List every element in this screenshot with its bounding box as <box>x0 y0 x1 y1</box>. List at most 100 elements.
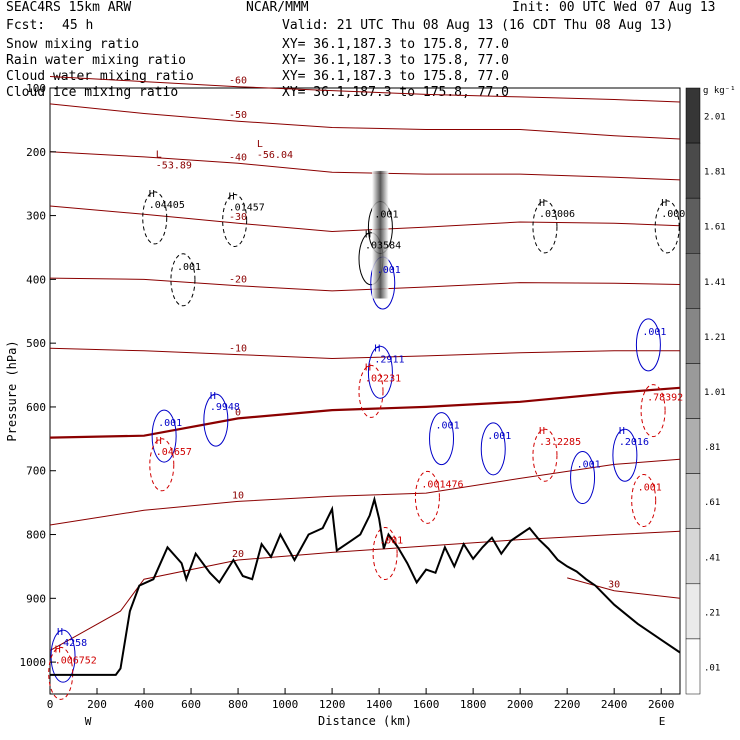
field-legend: Snow mixing ratio XY= 36.1,187.3 to 175.… <box>6 37 509 100</box>
colorbar-label: 1.21 <box>704 333 726 343</box>
x-tick-label: 1400 <box>366 698 393 711</box>
terrain <box>50 495 681 676</box>
forecast-hours: 45 h <box>62 18 94 33</box>
temperature-contour-line <box>49 530 681 652</box>
colorbar-swatch <box>685 308 701 364</box>
temperature-contour-label: -60 <box>229 76 247 87</box>
colorbar-label: 1.61 <box>704 223 726 233</box>
colorbar-swatch <box>685 418 701 474</box>
field-name-rain: Rain water mixing ratio <box>6 53 186 68</box>
temperature-contour-line <box>49 458 681 526</box>
x-tick-label: 2600 <box>648 698 675 711</box>
extremum-marker: H <box>365 362 371 373</box>
y-tick-label: 900 <box>26 592 46 605</box>
extremum-value: .03006 <box>539 209 575 220</box>
extremum-value: .3.2285 <box>539 437 581 448</box>
temperature-contour-line <box>49 103 681 140</box>
colorbar-label: .81 <box>704 443 720 453</box>
colorbar-label: .61 <box>704 498 720 508</box>
extremum-value: .001 <box>374 209 398 220</box>
x-tick-label: 1600 <box>413 698 440 711</box>
colorbar-swatch <box>685 87 701 144</box>
colorbar-label: .01 <box>704 663 720 673</box>
mixing-ratio-contour <box>631 474 657 528</box>
snow-shading <box>372 170 389 299</box>
extremum-value: .001 <box>158 418 182 429</box>
extremum-value: .001 <box>177 262 201 273</box>
temperature-contour-line <box>49 277 681 292</box>
extremum-marker: H <box>210 391 216 402</box>
field-xy-cloud-water: XY= 36.1,187.3 to 175.8, 77.0 <box>282 69 509 84</box>
colorbar-swatch <box>685 528 701 585</box>
y-axis: 100 200 300 400 500 600 700 800 900 1000 <box>20 82 56 669</box>
extremum-value: -53.89 <box>156 160 192 171</box>
extremum-marker: H <box>539 426 545 437</box>
mixing-ratio-contour <box>654 200 680 254</box>
extremum-marker: H <box>156 436 162 447</box>
x-tick-label: 1000 <box>272 698 299 711</box>
extremum-value: .2911 <box>374 354 404 365</box>
west-label: W <box>85 715 92 728</box>
x-tick-label: 2200 <box>554 698 581 711</box>
field-name-cloud-ice: Cloud ice mixing ratio <box>6 85 178 100</box>
temperature-contour-label: -10 <box>229 344 247 355</box>
colorbar-label: 1.01 <box>704 388 726 398</box>
temperature-contour-line <box>49 386 681 439</box>
colorbar-label: .41 <box>704 553 720 563</box>
extremum-marker: H <box>57 627 63 638</box>
y-tick-label: 400 <box>26 273 46 286</box>
x-tick-label: 2400 <box>601 698 628 711</box>
x-tick-label: 1200 <box>319 698 346 711</box>
extremum-value: .03584 <box>365 241 401 252</box>
colorbar-swatch <box>685 583 701 640</box>
annotations: H.04405L-53.89L-56.04H.01457.001H.03584.… <box>55 139 692 666</box>
x-tick-label: 800 <box>228 698 248 711</box>
extremum-marker: L <box>156 149 162 160</box>
colorbar-unit: g kg⁻¹ <box>703 86 736 96</box>
colorbar-swatch <box>685 638 701 695</box>
extremum-marker: H <box>374 343 380 354</box>
extremum-value: .001 <box>487 431 511 442</box>
temperature-contour-label: 0 <box>235 407 241 418</box>
mixing-ratio-contour <box>612 428 638 482</box>
colorbar-swatch <box>685 473 701 529</box>
extremum-value: .001 <box>642 327 666 338</box>
colorbar: g kg⁻¹ 2.01 1.81 1.61 1.41 1.21 1.01 .81 .61 .41… <box>685 86 736 695</box>
mixing-ratio-contour <box>48 646 74 700</box>
y-tick-label: 600 <box>26 401 46 414</box>
field-name-cloud-water: Cloud water mixing ratio <box>6 69 194 84</box>
hydrometeor-contours <box>48 170 680 700</box>
mixing-ratio-contour <box>50 629 76 683</box>
x-tick-label: 600 <box>181 698 201 711</box>
field-name-snow: Snow mixing ratio <box>6 37 139 52</box>
temperature-contour-line <box>567 577 681 599</box>
mixing-ratio-contour <box>151 409 177 463</box>
x-tick-label: 1800 <box>460 698 487 711</box>
mixing-ratio-contour <box>372 526 398 580</box>
mixing-ratio-contour <box>149 438 175 492</box>
x-axis: 0 200 400 600 800 1000 1200 1400 1600 1800 2000 220… <box>47 688 675 711</box>
temperature-contour-label: -50 <box>229 110 247 121</box>
extremum-marker: L <box>257 139 263 150</box>
extremum-marker: H <box>55 644 61 655</box>
org-label: NCAR/MMM <box>246 0 309 15</box>
init-time: Init: 00 UTC Wed 07 Aug 13 <box>512 0 716 15</box>
colorbar-label: 2.01 <box>704 113 726 123</box>
extremum-value: .01457 <box>229 202 265 213</box>
x-tick-label: 2000 <box>507 698 534 711</box>
y-axis-title: Pressure (hPa) <box>5 340 19 441</box>
extremum-marker: H <box>539 198 545 209</box>
temperature-contour-label: -20 <box>229 275 247 286</box>
field-xy-snow: XY= 36.1,187.3 to 175.8, 77.0 <box>282 37 509 52</box>
mixing-ratio-contour <box>570 451 596 505</box>
field-xy-cloud-ice: XY= 36.1,187.3 to 175.8, 77.0 <box>282 85 509 100</box>
field-xy-rain: XY= 36.1,187.3 to 175.8, 77.0 <box>282 53 509 68</box>
extremum-marker: H <box>229 191 235 202</box>
extremum-value: .001 <box>377 265 401 276</box>
y-tick-label: 300 <box>26 210 46 223</box>
extremum-value: .001 <box>638 483 662 494</box>
colorbar-swatch <box>685 142 701 199</box>
extremum-value: .006752 <box>55 655 97 666</box>
valid-time: Valid: 21 UTC Thu 08 Aug 13 (16 CDT Thu … <box>282 18 674 33</box>
